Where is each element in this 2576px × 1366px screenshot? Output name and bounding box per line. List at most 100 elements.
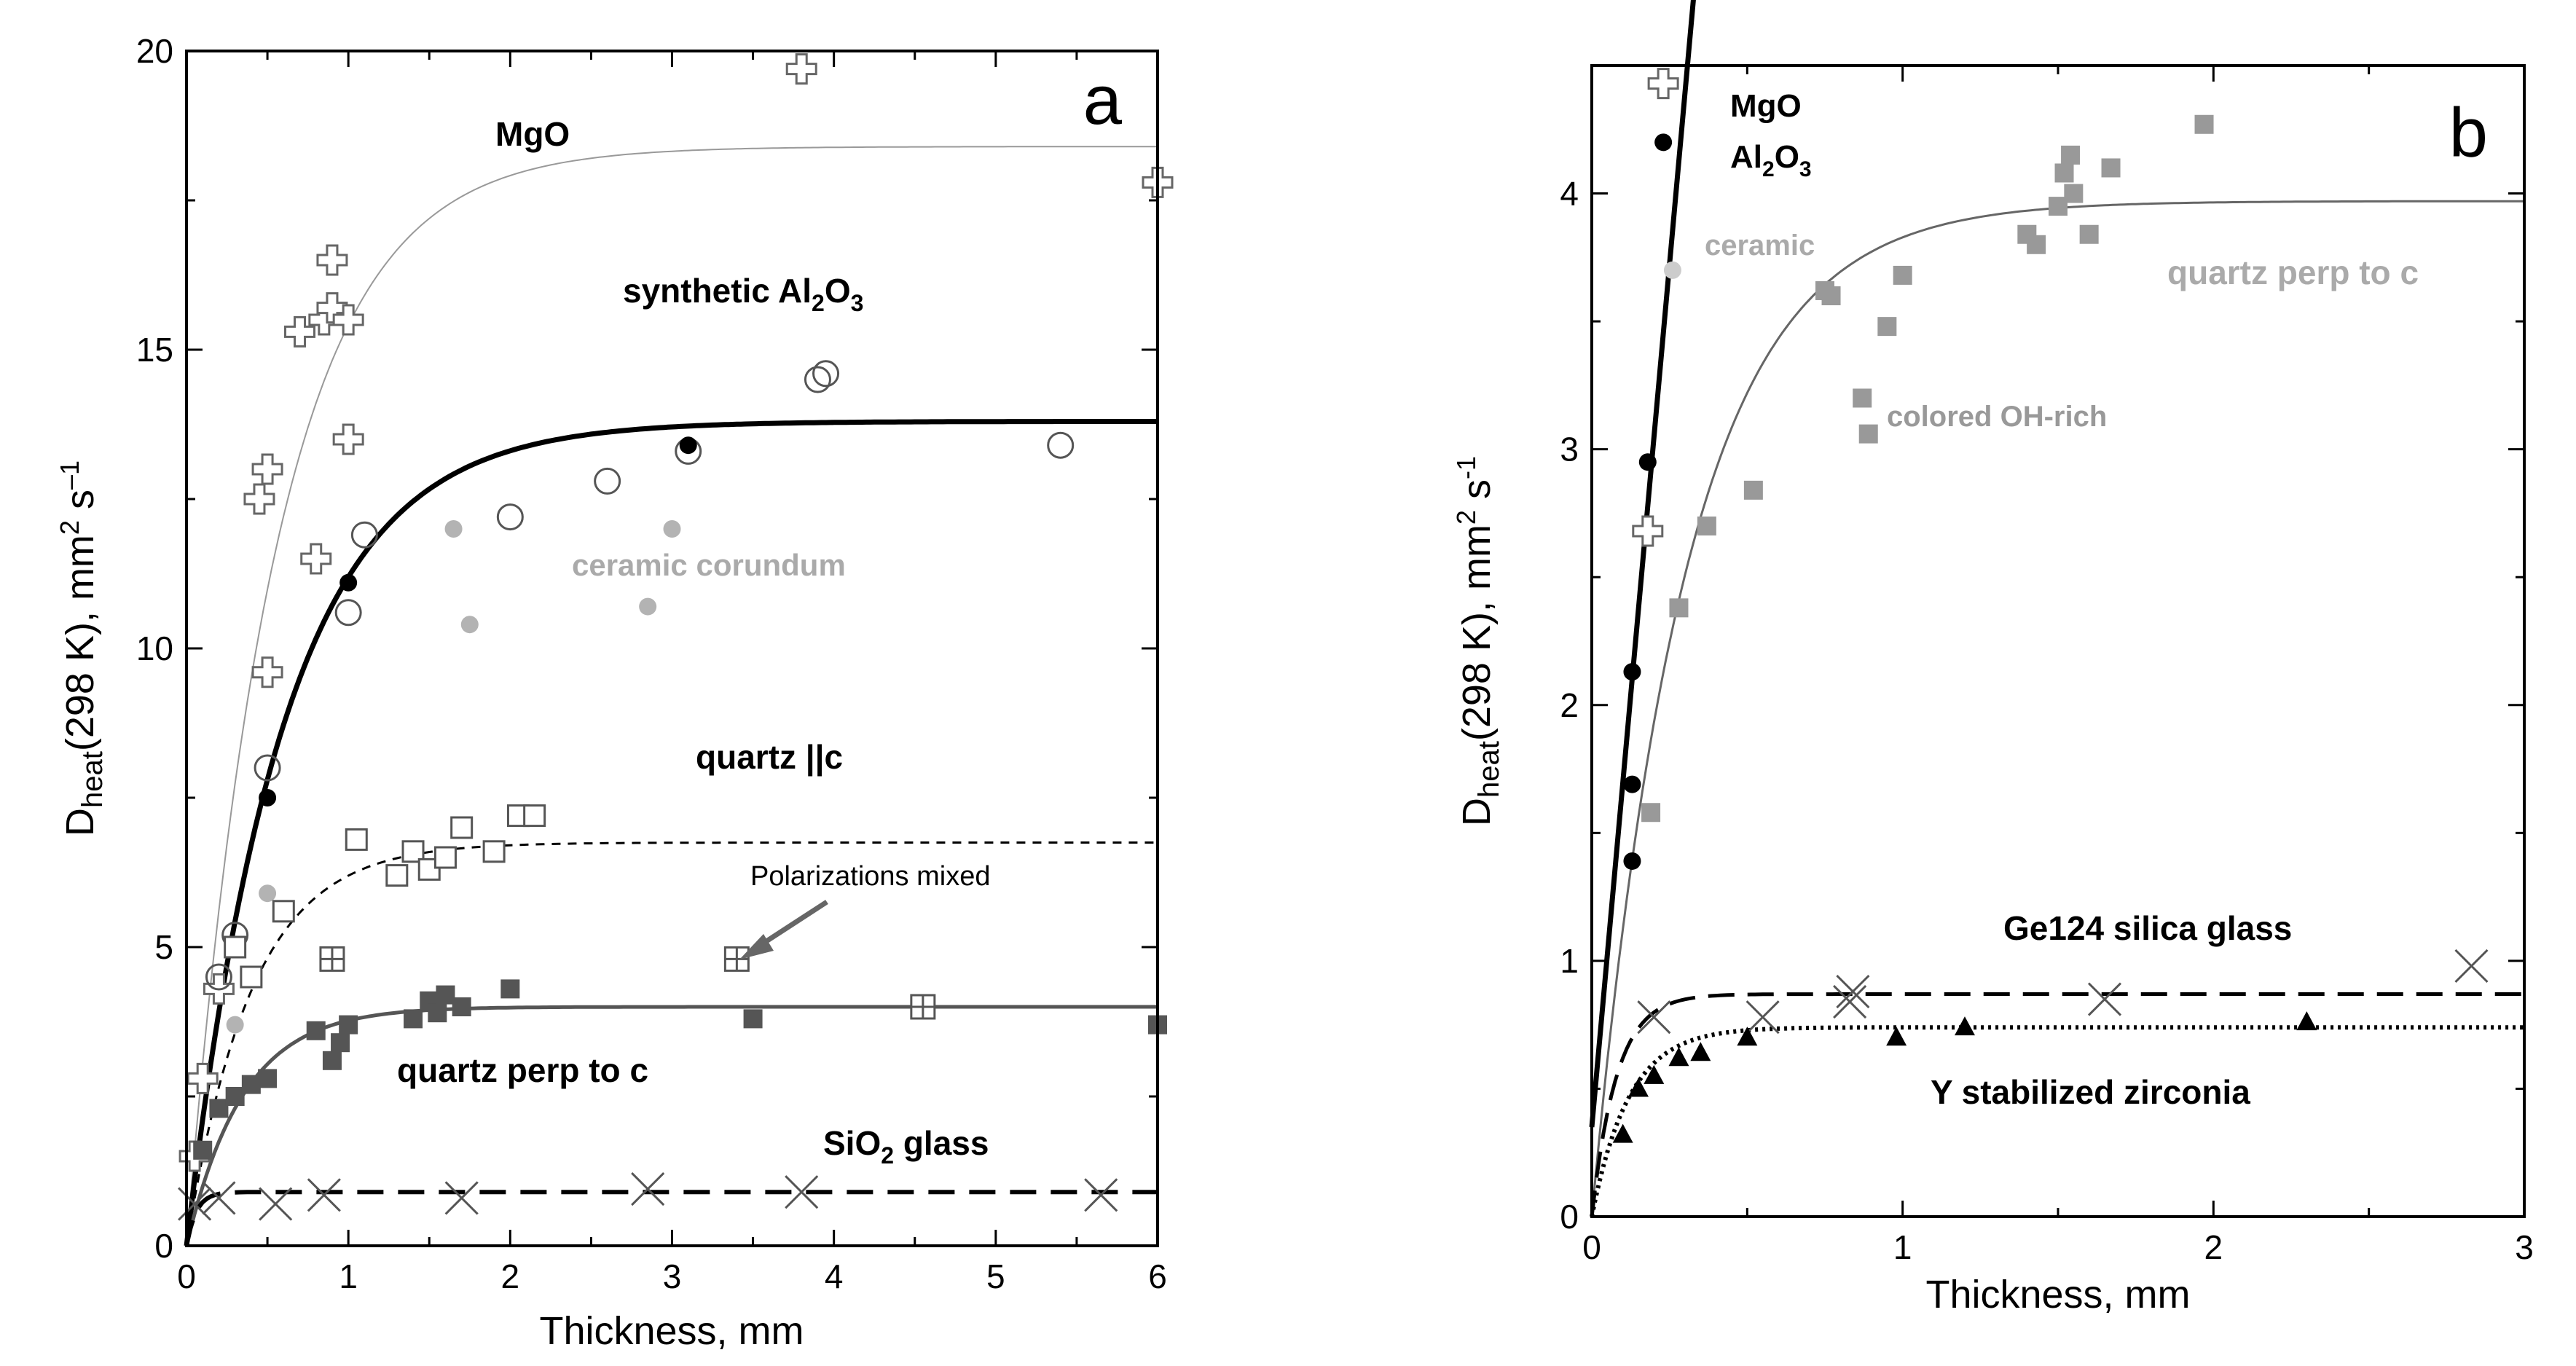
data-point-b-plus-open xyxy=(1632,515,1664,547)
y-tick-label-b: 3 xyxy=(1560,431,1579,468)
label-synthetic-al2o3: synthetic Al2O3 xyxy=(623,272,863,316)
data-point-a-circle-open xyxy=(334,599,362,627)
label-polarizations-mixed: Polarizations mixed xyxy=(750,861,990,892)
data-point-b-triangle-filled xyxy=(1955,1016,1975,1036)
data-point-b-square-filled xyxy=(1877,317,1897,337)
data-point-b-plus-open xyxy=(1647,68,1679,100)
data-point-a-circle-open xyxy=(350,521,378,549)
data-point-b-triangle-filled xyxy=(1628,1078,1649,1097)
x-tick-label-a: 1 xyxy=(339,1257,358,1295)
panel-a-xlabel: Thickness, mm xyxy=(539,1309,804,1353)
data-point-b-square-filled xyxy=(1697,517,1716,535)
label-ceramic-b: ceramic xyxy=(1705,229,1815,262)
data-point-a-square-filled xyxy=(241,1075,261,1094)
data-point-a-square-filled xyxy=(452,997,471,1016)
curve-b-3 xyxy=(1590,1025,2524,1217)
data-point-a-circle-filled xyxy=(259,789,277,806)
y-tick-label-a: 5 xyxy=(154,928,173,966)
y-tick-label-b: 1 xyxy=(1560,942,1579,980)
data-point-a-circle-open xyxy=(804,366,831,393)
data-point-a-circle-open xyxy=(205,963,232,991)
x-tick-label-b: 3 xyxy=(2515,1228,2534,1266)
data-point-a-plus-open xyxy=(243,483,275,515)
data-point-a-square-open xyxy=(433,846,457,869)
data-point-a-square-open xyxy=(482,840,506,863)
panel-b-label: b xyxy=(2449,94,2488,172)
data-point-a-plus-open xyxy=(251,453,283,485)
x-tick-label-a: 5 xyxy=(986,1257,1005,1295)
data-point-a-square-open xyxy=(240,965,263,989)
data-point-a-x-2 xyxy=(178,1187,212,1221)
data-point-a-circle-filled xyxy=(444,520,463,538)
label-sio2-glass: SiO2 glass xyxy=(823,1124,989,1169)
label-mgo-a: MgO xyxy=(495,115,570,153)
data-point-a-plus-open xyxy=(316,244,348,276)
data-point-a-x-2 xyxy=(202,1181,236,1215)
data-point-a-square-open xyxy=(272,900,295,923)
panel-b-ticks: 0 1 2 3 0 1 2 3 4 xyxy=(1560,64,2534,1266)
panel-b-ylabel: Dheat(298 K), mm2 s-1 xyxy=(1451,456,1505,826)
data-point-a-square-filled xyxy=(258,1069,278,1088)
data-point-a-circle-filled xyxy=(679,436,697,455)
data-point-a-square-open xyxy=(417,857,441,881)
data-point-a-square-open xyxy=(345,828,368,851)
data-point-a-square-open xyxy=(385,864,409,887)
data-point-b-x-2 xyxy=(2087,982,2122,1016)
data-point-a-square-filled xyxy=(500,979,520,999)
panel-b: 0 1 2 3 0 1 2 3 4 b Thickness, mm Dheat(298 K), … xyxy=(1451,0,2534,1316)
data-point-b-x-2 xyxy=(1833,985,1867,1019)
data-point-a-circle-filled xyxy=(663,520,681,538)
data-point-a-square-filled xyxy=(339,1015,358,1035)
data-point-a-square-filled xyxy=(306,1021,326,1040)
y-tick-label-a: 10 xyxy=(136,629,173,667)
y-tick-label-a: 20 xyxy=(136,32,173,70)
data-point-a-circle-open xyxy=(812,360,840,388)
panel-a-points xyxy=(178,53,1174,1221)
data-point-b-circle-filled xyxy=(1654,133,1673,152)
y-tick-label-b: 2 xyxy=(1560,686,1579,724)
data-point-a-square-open xyxy=(523,804,546,828)
data-point-a-plus-open xyxy=(284,315,316,348)
data-point-b-triangle-filled xyxy=(1737,1027,1758,1046)
label-ceramic-corundum: ceramic corundum xyxy=(572,548,846,582)
label-colored-oh-rich: colored OH-rich xyxy=(1887,401,2107,433)
data-point-a-plus-open xyxy=(332,423,364,455)
data-point-a-square-filled xyxy=(331,1033,350,1053)
data-point-b-square-filled xyxy=(2101,158,2121,178)
data-point-b-circle-filled xyxy=(1623,663,1641,681)
panel-a-ticks: 0 1 2 3 4 5 6 0 5 10 15 20 xyxy=(136,32,1167,1295)
data-point-a-plus-open xyxy=(332,304,364,336)
x-tick-label-a: 3 xyxy=(663,1257,682,1295)
y-tick-label-a: 15 xyxy=(136,331,173,369)
panel-a-ylabel: Dheat(298 K), mm2 s–1 xyxy=(55,460,109,836)
data-point-a-x-2 xyxy=(785,1175,819,1209)
data-point-b-triangle-filled xyxy=(1886,1027,1907,1046)
data-point-a-square-filled xyxy=(225,1087,245,1106)
data-point-a-square-filled xyxy=(404,1009,423,1029)
data-point-b-square-filled xyxy=(1893,265,1912,285)
y-tick-label-b: 0 xyxy=(1560,1198,1579,1236)
y-tick-label-b: 4 xyxy=(1560,175,1579,213)
y-tick-label-a: 0 xyxy=(154,1227,173,1265)
data-point-a-square-filled xyxy=(193,1140,213,1160)
label-al2o3-b: Al2O3 xyxy=(1730,139,1812,181)
label-quartz-perp-a: quartz perp to c xyxy=(397,1051,648,1089)
data-point-b-circle-filled xyxy=(1663,261,1681,279)
data-point-a-plus-open xyxy=(186,1062,219,1094)
data-point-a-plus-open xyxy=(785,53,817,85)
data-point-a-square-filled xyxy=(322,1051,342,1070)
x-tick-label-b: 1 xyxy=(1893,1228,1912,1266)
data-point-a-plus-open xyxy=(251,656,283,688)
data-point-b-square-filled xyxy=(2027,235,2046,254)
data-point-b-triangle-filled xyxy=(1644,1064,1665,1084)
arrowhead-polarizations xyxy=(739,934,774,959)
data-point-a-plus-open xyxy=(300,543,332,575)
curve-a-2 xyxy=(185,841,1158,1247)
data-point-a-x-2 xyxy=(259,1187,293,1221)
x-tick-label-a: 2 xyxy=(501,1257,520,1295)
panel-b-xlabel: Thickness, mm xyxy=(1925,1273,2190,1316)
label-y-stabilized-zirconia: Y stabilized zirconia xyxy=(1931,1073,2250,1111)
data-point-b-x-2 xyxy=(1836,974,1870,1009)
data-point-b-square-filled xyxy=(2064,184,2084,203)
